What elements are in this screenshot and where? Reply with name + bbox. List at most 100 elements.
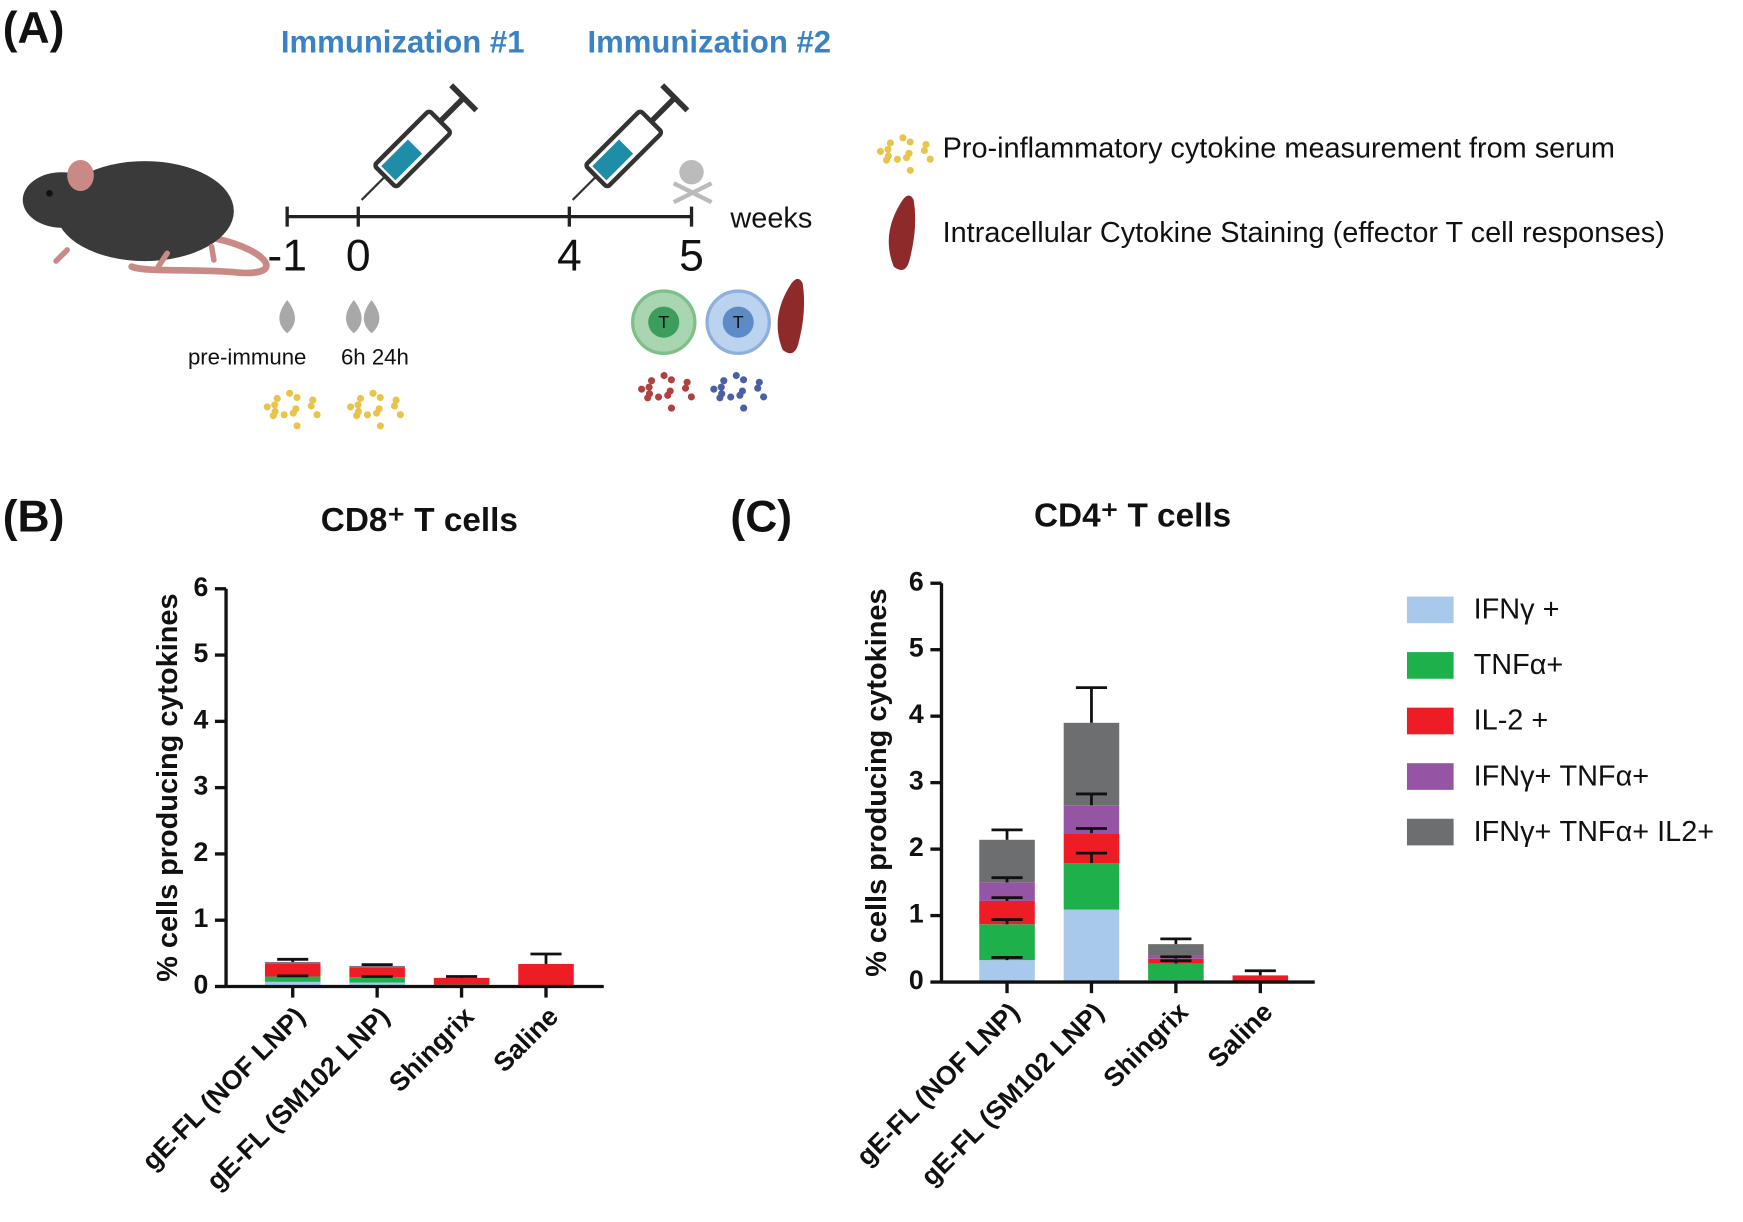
dot: [884, 145, 892, 153]
dot: [648, 377, 656, 385]
x-tick-label: gE-FL (NOF LNP): [850, 997, 1025, 1172]
dot: [654, 393, 663, 401]
dot: [760, 393, 768, 401]
timepoint: 0: [346, 232, 371, 281]
dot: [727, 393, 735, 401]
dot: [732, 371, 740, 380]
timepoint: 5: [679, 232, 704, 281]
dot: [920, 146, 928, 155]
dot: [289, 409, 297, 417]
panel-label: (B): [3, 493, 65, 542]
dot: [307, 402, 315, 410]
dot: [736, 391, 744, 399]
bar-segment: [264, 962, 321, 964]
dot: [309, 396, 317, 404]
dot: [376, 422, 384, 430]
legend-swatch: [1406, 707, 1454, 735]
legend-swatch: [1406, 596, 1454, 624]
dot: [893, 155, 901, 163]
y-tick-label: 3: [193, 771, 208, 801]
dot: [886, 139, 894, 147]
legend-label: IL-2 +: [1474, 705, 1549, 737]
dot: [271, 401, 279, 409]
timepoint: 4: [557, 232, 582, 281]
dot: [645, 383, 653, 391]
syringe-icon: [360, 83, 479, 201]
legend-label: IFNγ +: [1474, 594, 1560, 626]
bar-segment: [349, 982, 405, 987]
bar-segment: [433, 977, 490, 985]
bar-segment: [979, 839, 1035, 883]
dot: [347, 403, 355, 411]
dot: [356, 394, 365, 403]
bar-segment: [349, 965, 405, 967]
bar-segment: [264, 976, 321, 982]
dot: [392, 396, 400, 404]
bar-segment: [979, 960, 1035, 983]
dot: [717, 383, 725, 391]
dot: [906, 166, 914, 174]
y-axis-label: % cells producing cytokines: [861, 588, 893, 976]
dot: [645, 390, 654, 398]
time-unit: weeks: [729, 203, 812, 235]
dot: [313, 411, 321, 419]
dot: [271, 407, 279, 416]
y-tick-label: 0: [193, 970, 208, 1000]
bar-segment: [518, 963, 574, 986]
dot: [286, 389, 294, 397]
bar-segment: [1148, 944, 1204, 956]
cell-label: T: [658, 312, 669, 332]
bar-segment: [1063, 722, 1120, 806]
immunization-label: Immunization #2: [588, 25, 832, 60]
cell-label: T: [733, 312, 744, 332]
dot: [280, 411, 288, 419]
y-tick-label: 5: [193, 638, 208, 668]
y-tick-label: 2: [193, 837, 208, 867]
bar-segment: [979, 924, 1035, 961]
dot: [755, 378, 763, 386]
dot: [660, 371, 668, 380]
dot: [293, 393, 301, 402]
y-tick-label: 1: [193, 903, 208, 933]
legend-text: Pro-inflammatory cytokine measurement fr…: [943, 133, 1615, 165]
x-tick-label: Shingrix: [383, 1001, 480, 1098]
timeline: [285, 206, 694, 227]
dot: [390, 402, 399, 410]
y-tick-label: 5: [909, 633, 924, 663]
dot: [683, 378, 691, 386]
dot: [710, 385, 718, 393]
dot: [884, 152, 892, 160]
dot: [681, 384, 690, 392]
bar-segment: [349, 967, 405, 978]
y-axis-label: % cells producing cytokines: [152, 593, 184, 981]
x-tick-label: Shingrix: [1097, 997, 1194, 1094]
dot: [369, 389, 377, 397]
dot: [720, 377, 728, 385]
t-cell-nucleus: [648, 306, 680, 338]
syringe-icon: [571, 83, 690, 201]
x-tick-label: Saline: [487, 1001, 564, 1078]
dot: [906, 138, 914, 146]
dot: [754, 384, 762, 392]
spleen-icon: [777, 278, 805, 354]
dot: [354, 407, 363, 416]
immunization-label: Immunization #1: [281, 25, 525, 60]
dot: [922, 140, 930, 149]
bar-segment: [1063, 909, 1120, 983]
dot: [902, 154, 911, 162]
bar-segment: [264, 963, 321, 977]
t-cell-nucleus: [722, 306, 754, 338]
legend-label: IFNγ+ TNFα+ IL2+: [1474, 816, 1715, 848]
dot: [687, 393, 695, 401]
dot: [293, 422, 301, 430]
legend-swatch: [1406, 652, 1454, 679]
legend-swatch: [1406, 818, 1454, 846]
bar-segment: [349, 977, 405, 983]
dot: [354, 401, 362, 409]
dot: [876, 147, 885, 155]
x-tick-label: gE-FL (NOF LNP): [136, 1001, 311, 1176]
legend-label: IFNγ+ TNFα+: [1474, 760, 1650, 792]
bar-segment: [349, 966, 405, 968]
bleed-label: pre-immune: [188, 345, 306, 370]
